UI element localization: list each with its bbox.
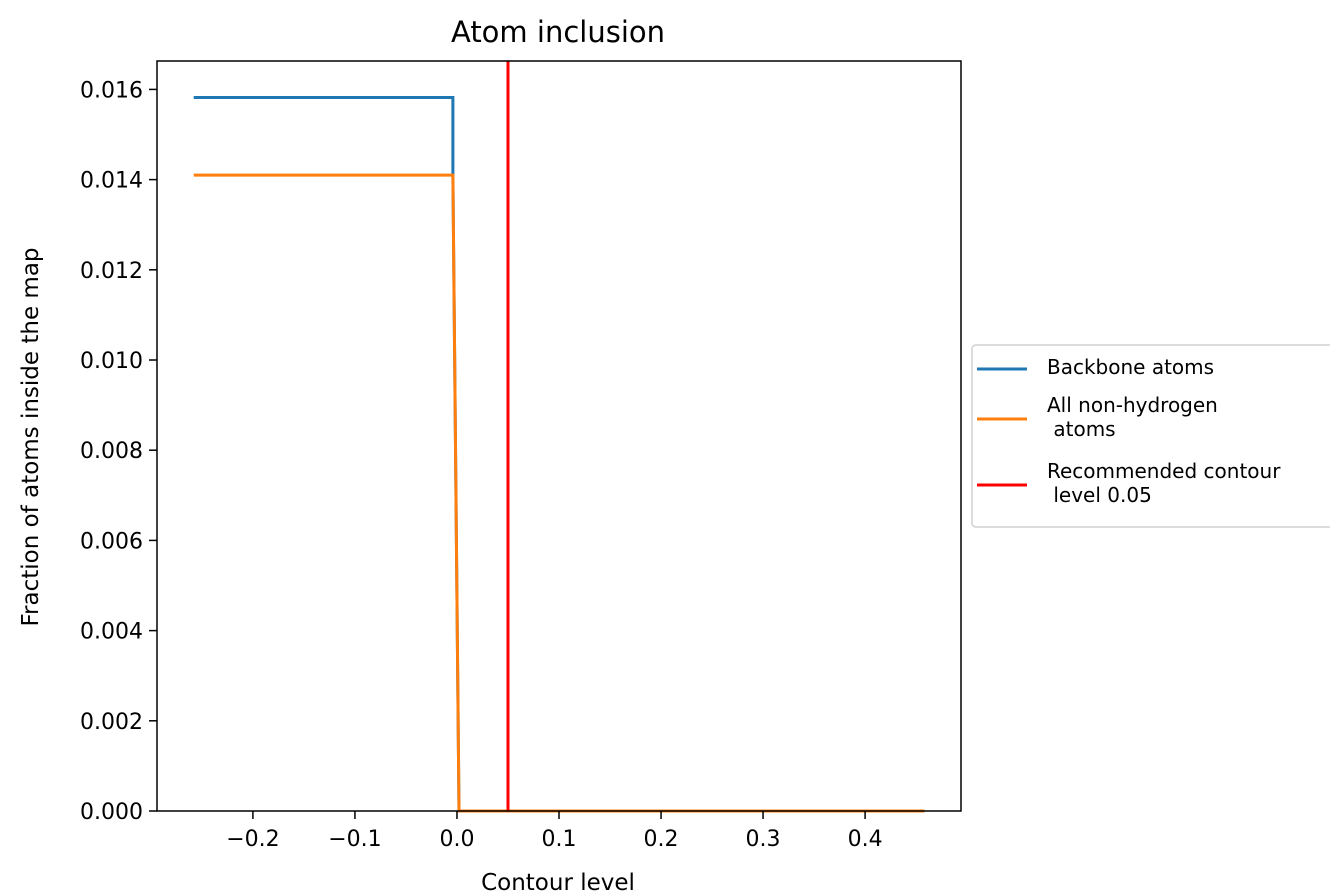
chart-title: Atom inclusion [451, 15, 665, 49]
x-axis-ticks: −0.2 −0.1 0.0 0.1 0.2 0.3 0.4 [226, 811, 883, 852]
x-tick-label: −0.2 [226, 827, 279, 852]
y-tick-label: 0.006 [80, 529, 143, 554]
x-tick-label: 0.4 [848, 827, 883, 852]
y-tick-label: 0.008 [80, 439, 143, 464]
y-tick-label: 0.012 [80, 259, 143, 284]
y-tick-label: 0.014 [80, 169, 143, 194]
y-tick-label: 0.000 [80, 800, 143, 825]
x-axis-title: Contour level [481, 870, 635, 895]
legend-label: Backbone atoms [1047, 355, 1214, 379]
x-tick-label: −0.1 [328, 827, 381, 852]
legend-label: Recommended contour level 0.05 [1047, 459, 1281, 507]
y-tick-label: 0.010 [80, 349, 143, 374]
legend-frame [971, 344, 1330, 528]
x-tick-label: 0.2 [644, 827, 679, 852]
y-tick-label: 0.002 [80, 710, 143, 735]
y-axis-title: Fraction of atoms inside the map [18, 247, 44, 626]
x-tick-label: 0.0 [439, 827, 474, 852]
y-axis-ticks: 0.000 0.002 0.004 0.006 0.008 0.010 0.012 0.014… [80, 78, 157, 825]
legend-label: All non-hydrogen atoms [1047, 393, 1218, 441]
y-tick-label: 0.016 [80, 78, 143, 103]
x-tick-label: 0.1 [542, 827, 577, 852]
y-tick-label: 0.004 [80, 620, 143, 645]
x-tick-label: 0.3 [746, 827, 781, 852]
legend: Backbone atoms All non-hydrogen atoms Reco… [971, 344, 1330, 528]
